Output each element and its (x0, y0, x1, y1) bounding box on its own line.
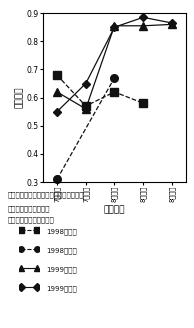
Text: 1999普通畑: 1999普通畑 (47, 266, 77, 273)
Text: 1998普通畑: 1998普通畑 (47, 228, 77, 235)
Text: 1999転換畑: 1999転換畑 (47, 285, 77, 292)
Text: との相関係数の推移: との相関係数の推移 (8, 205, 50, 212)
Y-axis label: 相関係数: 相関係数 (15, 87, 24, 108)
Text: 図３　成熟期の倒伏程度とモーメント比: 図３ 成熟期の倒伏程度とモーメント比 (8, 192, 84, 198)
Text: 1998転換畑: 1998転換畑 (47, 247, 77, 254)
Text: 注）５品種の測定結果。: 注）５品種の測定結果。 (8, 216, 55, 223)
X-axis label: 調査時期: 調査時期 (104, 205, 125, 214)
